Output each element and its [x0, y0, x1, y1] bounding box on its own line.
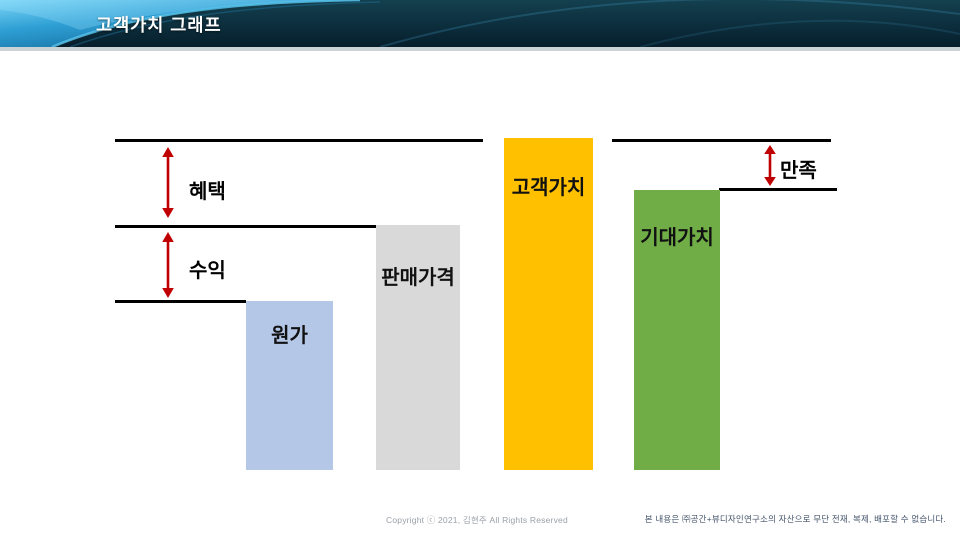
level-line-cost [115, 300, 246, 303]
footer-notice-text: 본 내용은 ㈜공간+뷰디자인연구소의 자산으로 무단 전재, 복제, 배포할 수… [644, 514, 946, 524]
level-line-customer-value-right [612, 139, 831, 142]
copyright-text: Copyright ⓒ 2021, 김현주 All Rights Reserve… [386, 515, 568, 525]
bar-expected-value: 기대가치 [634, 190, 720, 470]
gap-label-benefit: 혜택 [189, 181, 226, 203]
profit-double-arrow-icon [162, 232, 174, 298]
satisfaction-double-arrow-icon [764, 145, 776, 186]
benefit-double-arrow-icon [162, 147, 174, 218]
gap-label-profit: 수익 [189, 260, 226, 282]
bar-cost: 원가 [246, 301, 333, 470]
bar-price: 판매가격 [376, 225, 460, 470]
bar-expected-value-label: 기대가치 [640, 227, 714, 249]
page-title: 고객가치 그래프 [96, 15, 222, 35]
slide-header: 고객가치 그래프 [0, 0, 960, 51]
bar-customer-value-label: 고객가치 [511, 177, 586, 199]
gap-label-satisfaction: 만족 [780, 160, 817, 182]
bar-cost-label: 원가 [271, 325, 308, 347]
level-line-customer-value-left [115, 139, 483, 142]
level-line-expected-value [719, 188, 837, 191]
level-line-price [115, 225, 376, 228]
bar-customer-value: 고객가치 [504, 138, 593, 470]
header-swoosh-graphic [0, 0, 960, 47]
bar-price-label: 판매가격 [381, 267, 455, 289]
